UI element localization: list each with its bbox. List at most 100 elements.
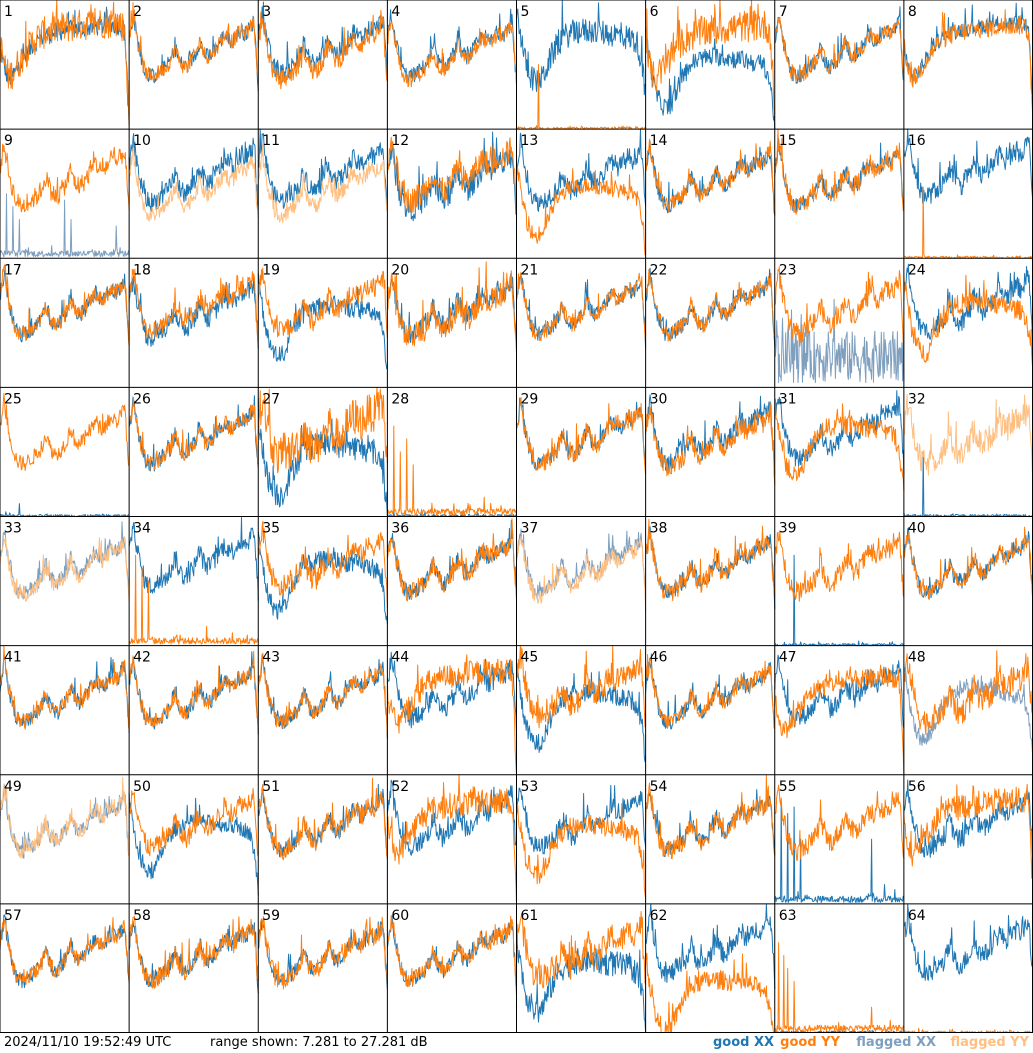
xx-spectrum-line-57 xyxy=(0,914,130,989)
yy-spectrum-line-58 xyxy=(128,915,259,989)
antenna-label-37: 37 xyxy=(521,521,539,537)
xx-spectrum-line-11 xyxy=(257,128,388,209)
yy-spectrum-line-17 xyxy=(0,264,130,347)
antenna-panel-13: 13 xyxy=(516,128,647,256)
antenna-label-48: 48 xyxy=(908,650,926,666)
yy-spectrum-line-59 xyxy=(257,916,388,990)
yy-spectrum-line-51 xyxy=(257,777,388,861)
antenna-label-10: 10 xyxy=(133,133,151,149)
range-label: range shown: 7.281 to 27.281 dB xyxy=(210,1035,428,1050)
antenna-label-36: 36 xyxy=(391,521,409,537)
antenna-panel-7: 7 xyxy=(774,4,905,84)
antenna-label-38: 38 xyxy=(650,521,668,537)
yy-spectrum-line-4 xyxy=(386,21,517,88)
antenna-label-21: 21 xyxy=(521,262,539,278)
antenna-panel-55: 55 xyxy=(774,779,905,903)
antenna-panel-27: 27 xyxy=(257,386,388,517)
antenna-label-34: 34 xyxy=(133,521,151,537)
yy-spectrum-line-55 xyxy=(774,784,905,861)
legend-flagged-xx: flagged XX xyxy=(856,1035,936,1050)
yy-spectrum-line-2 xyxy=(128,2,259,83)
yy-spectrum-line-19 xyxy=(257,267,388,339)
xx-spectrum-line-10 xyxy=(128,133,259,212)
antenna-panel-48: 48 xyxy=(903,650,1033,755)
antenna-panel-20: 20 xyxy=(386,261,517,354)
antenna-panel-4: 4 xyxy=(386,4,517,88)
antenna-label-55: 55 xyxy=(779,779,797,795)
antenna-label-29: 29 xyxy=(521,391,539,407)
yy-spectrum-line-62 xyxy=(645,952,775,1033)
xx-spectrum-line-33 xyxy=(0,521,130,600)
antenna-label-46: 46 xyxy=(650,650,668,666)
yy-spectrum-line-11 xyxy=(258,143,388,224)
yy-spectrum-line-47 xyxy=(774,664,905,775)
antenna-panel-39: 39 xyxy=(774,521,905,647)
antenna-panel-52: 52 xyxy=(386,774,517,904)
yy-spectrum-line-48 xyxy=(903,650,1033,735)
antenna-label-57: 57 xyxy=(4,908,22,924)
yy-spectrum-line-30 xyxy=(645,402,776,485)
timestamp: 2024/11/10 19:52:49 UTC xyxy=(4,1035,172,1050)
antenna-label-2: 2 xyxy=(133,4,142,20)
antenna-label-13: 13 xyxy=(521,133,539,149)
antenna-label-40: 40 xyxy=(908,521,926,537)
xx-spectrum-line-32 xyxy=(903,451,1033,517)
xx-spectrum-line-49 xyxy=(0,784,130,859)
antenna-panel-51: 51 xyxy=(257,777,388,861)
antenna-label-54: 54 xyxy=(650,779,668,795)
antenna-panel-3: 3 xyxy=(257,1,388,90)
yy-spectrum-line-60 xyxy=(386,914,517,996)
antenna-label-23: 23 xyxy=(779,262,797,278)
antenna-label-58: 58 xyxy=(133,908,151,924)
antenna-panel-12: 12 xyxy=(386,131,517,222)
antenna-label-8: 8 xyxy=(908,4,917,20)
xx-spectrum-line-9 xyxy=(0,193,130,258)
antenna-panel-49: 49 xyxy=(0,776,130,859)
yy-spectrum-line-44 xyxy=(386,654,517,775)
legend-flagged-yy: flagged YY xyxy=(950,1035,1030,1050)
yy-spectrum-line-41 xyxy=(0,645,130,730)
antenna-panel-25: 25 xyxy=(0,391,130,517)
yy-spectrum-line-27 xyxy=(257,386,388,474)
antenna-panel-47: 47 xyxy=(774,650,905,775)
antenna-label-60: 60 xyxy=(391,908,409,924)
antenna-label-62: 62 xyxy=(650,908,668,924)
xx-spectrum-line-31 xyxy=(774,390,905,476)
antenna-panel-43: 43 xyxy=(257,650,388,739)
antenna-panel-42: 42 xyxy=(128,650,259,735)
antenna-panel-36: 36 xyxy=(386,518,517,602)
yy-spectrum-line-34 xyxy=(128,554,259,645)
xx-spectrum-line-54 xyxy=(645,789,776,858)
xx-spectrum-line-18 xyxy=(128,275,259,349)
yy-spectrum-line-39 xyxy=(774,530,905,602)
antenna-label-7: 7 xyxy=(779,4,788,20)
xx-spectrum-line-30 xyxy=(645,394,776,473)
antenna-panel-62: 62 xyxy=(645,903,776,1033)
antenna-label-1: 1 xyxy=(4,4,13,20)
antenna-label-32: 32 xyxy=(908,391,926,407)
antenna-panel-15: 15 xyxy=(774,128,905,215)
antenna-label-31: 31 xyxy=(779,391,797,407)
antenna-panel-16: 16 xyxy=(903,128,1033,259)
antenna-panel-19: 19 xyxy=(257,262,388,370)
yy-spectrum-line-29 xyxy=(516,397,647,475)
xx-spectrum-line-16 xyxy=(903,128,1033,210)
yy-spectrum-line-42 xyxy=(128,650,259,730)
yy-spectrum-line-40 xyxy=(903,526,1033,606)
antenna-label-33: 33 xyxy=(4,521,22,537)
antenna-panel-46: 46 xyxy=(645,650,776,730)
antenna-label-45: 45 xyxy=(521,650,539,666)
xx-spectrum-line-61 xyxy=(516,929,647,1033)
antenna-panel-8: 8 xyxy=(903,2,1033,127)
yy-spectrum-line-24 xyxy=(903,274,1033,370)
xx-spectrum-line-23 xyxy=(774,298,905,384)
antenna-label-49: 49 xyxy=(4,779,22,795)
antenna-panel-40: 40 xyxy=(903,521,1033,606)
xx-spectrum-line-27 xyxy=(257,398,388,517)
yy-spectrum-line-49 xyxy=(0,776,130,859)
xx-spectrum-line-5 xyxy=(516,0,647,96)
antenna-panel-32: 32 xyxy=(903,391,1033,517)
yy-spectrum-line-54 xyxy=(645,774,776,860)
yy-spectrum-line-36 xyxy=(386,518,517,602)
antenna-label-39: 39 xyxy=(779,521,797,537)
